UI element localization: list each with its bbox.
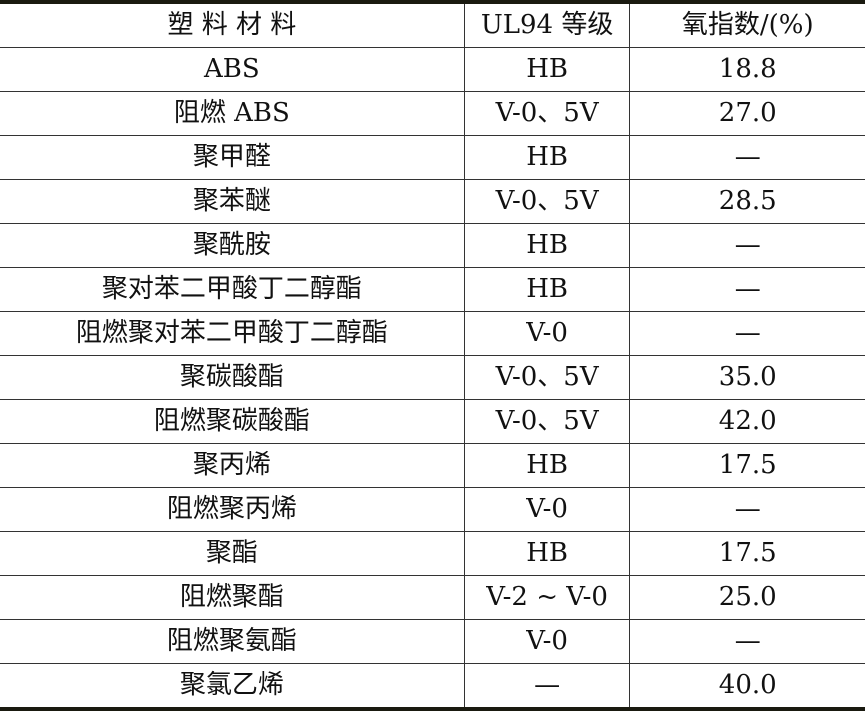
ul94-cell: HB: [464, 443, 631, 488]
table-row: 聚氯乙烯 — 40.0: [0, 663, 865, 709]
oxygen-index-cell: 18.8: [629, 47, 865, 92]
oxygen-index-cell: —: [629, 267, 865, 312]
ul94-cell: V-2 ~ V-0: [464, 575, 631, 620]
header-row: 塑 料 材 料 UL94 等级 氧指数/(%): [0, 2, 865, 48]
material-cell: 聚氯乙烯: [0, 663, 465, 709]
table-row: 阻燃聚对苯二甲酸丁二醇酯 V-0—: [0, 311, 865, 356]
oxygen-index-cell: 25.0: [629, 575, 865, 620]
ul94-cell: HB: [464, 47, 631, 92]
material-cell: 阻燃 ABS: [0, 91, 465, 136]
ul94-cell: HB: [464, 135, 631, 180]
header-material: 塑 料 材 料: [0, 2, 465, 48]
ul94-cell: —: [464, 663, 631, 709]
table-row: 聚酰胺 HB —: [0, 223, 865, 268]
ul94-cell: V-0、5V: [464, 355, 631, 400]
material-cell: 聚酰胺: [0, 223, 465, 268]
ul94-cell: HB: [464, 531, 631, 576]
table-row: 阻燃聚碳酸酯 V-0、5V 42.0: [0, 399, 865, 444]
table-row: 聚苯醚 V-0、5V 28.5: [0, 179, 865, 224]
oxygen-index-cell: 40.0: [718, 670, 777, 700]
ul94-cell: V-0: [464, 311, 631, 356]
header-ul94-rating: UL94 等级: [464, 2, 631, 48]
ul94-cell: HB: [464, 267, 631, 312]
material-cell: 聚丙烯: [0, 443, 465, 488]
material-cell: 聚酯: [0, 531, 465, 576]
table-row: ABS HB 18.8: [0, 47, 865, 92]
material-cell: 聚苯醚: [0, 179, 465, 224]
material-cell: 阻燃聚对苯二甲酸丁二醇酯: [0, 311, 465, 356]
oxygen-index-cell: —: [629, 311, 865, 356]
material-cell: ABS: [0, 47, 465, 92]
table-row: 聚对苯二甲酸丁二醇酯 HB —: [0, 267, 865, 312]
material-cell: 阻燃聚氨酯: [0, 619, 465, 664]
oxygen-index-cell: —: [629, 223, 865, 268]
table-row: 阻燃聚氨酯 V-0—: [0, 619, 865, 664]
oxygen-index-cell: 42.0: [629, 399, 865, 444]
material-cell: 阻燃聚丙烯: [0, 487, 465, 532]
material-cell: 聚对苯二甲酸丁二醇酯: [0, 267, 465, 312]
oxygen-index-cell: 27.0: [629, 91, 865, 136]
oxygen-index-cell: 17.5: [629, 531, 865, 576]
table-row: 阻燃 ABS V-0、5V 27.0: [0, 91, 865, 136]
table-row: 聚酯 HB 17.5: [0, 531, 865, 576]
ul94-cell: V-0: [464, 487, 631, 532]
header-oxygen-index: 氧指数/(%): [629, 2, 865, 48]
table-row: 聚丙烯 HB 17.5: [0, 443, 865, 488]
oxygen-index-cell: 35.0: [629, 355, 865, 400]
ul94-cell: HB: [464, 223, 631, 268]
material-cell: 阻燃聚碳酸酯: [0, 399, 465, 444]
material-cell: 阻燃聚酯: [0, 575, 465, 620]
table-row: 阻燃聚丙烯 V-0—: [0, 487, 865, 532]
ul94-cell: V-0、5V: [464, 179, 631, 224]
ul94-cell: V-0、5V: [464, 91, 631, 136]
oxygen-index-cell: 17.5: [629, 443, 865, 488]
material-cell: 聚甲醛: [0, 135, 465, 180]
material-cell: 聚碳酸酯: [0, 355, 465, 400]
oxygen-index-cell: 28.5: [629, 179, 865, 224]
oxygen-index-cell: —: [629, 487, 865, 532]
ul94-cell: V-0: [464, 619, 631, 664]
table-row: 阻燃聚酯 V-2 ~ V-0 25.0: [0, 575, 865, 620]
table-row: 聚碳酸酯 V-0、5V 35.0: [0, 355, 865, 400]
table-row: 聚甲醛 HB —: [0, 135, 865, 180]
oxygen-index-cell: —: [629, 135, 865, 180]
oxygen-index-cell: —: [629, 619, 865, 664]
ul94-cell: V-0、5V: [464, 399, 631, 444]
